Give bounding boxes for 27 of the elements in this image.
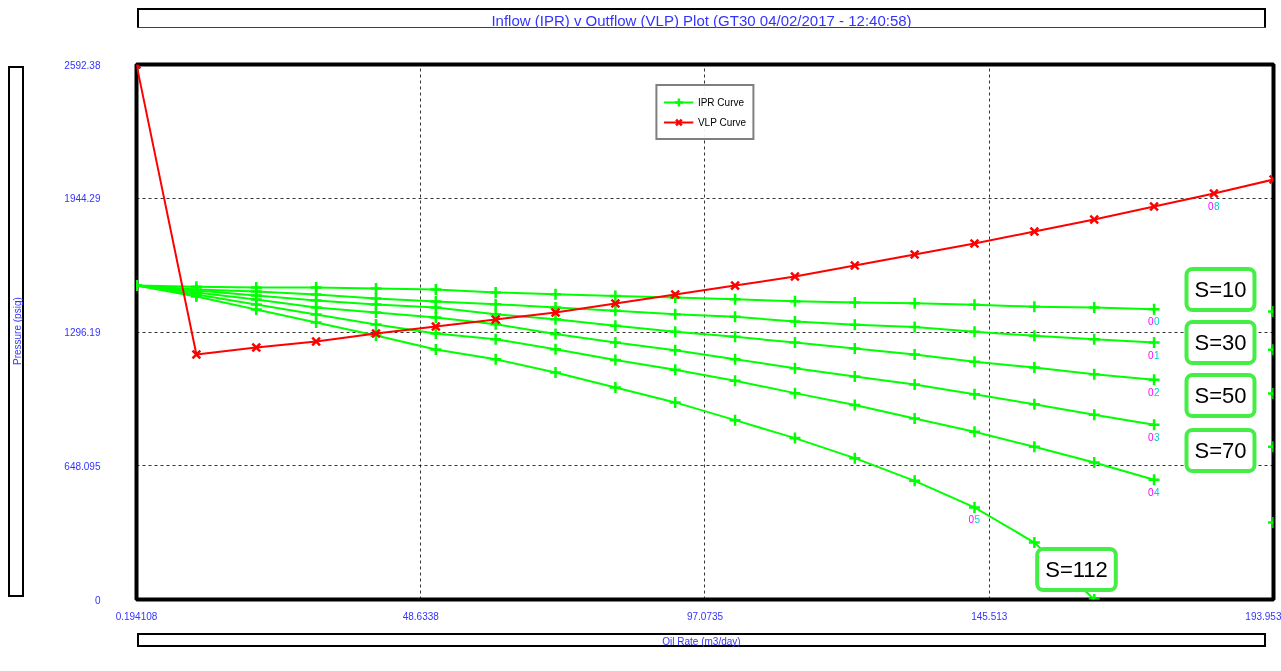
y-tick-label: 648.095	[64, 460, 101, 472]
x-tick-label: 0.194108	[115, 610, 158, 622]
y-tick-label: 1944.29	[64, 193, 101, 205]
x-tick-label: 97.0735	[686, 610, 724, 622]
annotation: 05	[968, 514, 981, 526]
annotation: 04	[1148, 486, 1161, 498]
annotation: S=30	[1194, 330, 1247, 355]
annotation: 01	[1148, 349, 1161, 361]
annotation: S=112	[1045, 557, 1108, 582]
annotation: 08	[1207, 200, 1220, 212]
legend-label: IPR Curve	[697, 96, 745, 108]
y-tick-label: 1296.19	[64, 327, 101, 338]
x-tick-label: 145.513	[971, 610, 1008, 622]
annotation: 03	[1148, 431, 1161, 443]
x-axis-title: Oil Rate (m3/day)	[662, 635, 741, 649]
annotation: S=70	[1194, 438, 1247, 463]
y-tick-label: 0	[94, 594, 101, 606]
y-axis-title: Pressure (psig)	[11, 297, 24, 366]
annotation: 00	[1148, 316, 1161, 328]
x-tick-label: 193.953	[1245, 610, 1281, 622]
chart-title: Inflow (IPR) v Outflow (VLP) Plot (GT30 04/02/2017 - 12:40:58)	[491, 11, 912, 31]
x-tick-label: 48.6338	[402, 610, 440, 622]
y-tick-label: 2592.38	[64, 59, 101, 71]
annotation: 02	[1148, 386, 1161, 398]
annotation: S=50	[1194, 383, 1247, 408]
legend-label: VLP Curve	[697, 116, 747, 128]
annotation: S=10	[1194, 277, 1247, 302]
